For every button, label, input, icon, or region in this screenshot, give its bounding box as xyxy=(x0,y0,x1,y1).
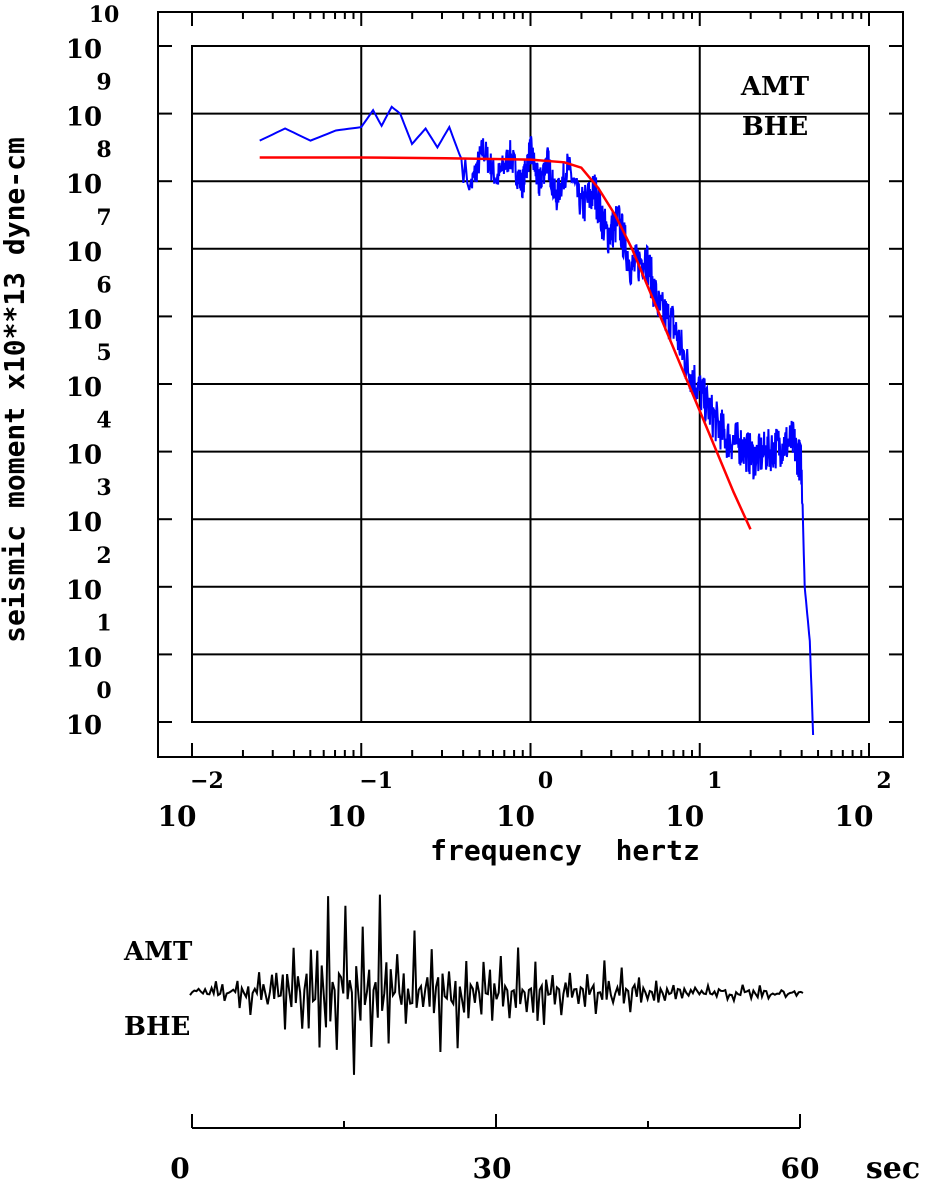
x-tick-label-exponent: 1 xyxy=(707,768,722,794)
observed-spectrum-line xyxy=(259,105,815,736)
spectrum-component-label: BHE xyxy=(742,112,808,142)
x-tick-label-exponent: 2 xyxy=(876,768,891,794)
y-tick-label-exponent: 9 xyxy=(96,70,111,96)
x-tick-label-exponent: −2 xyxy=(190,768,224,794)
x-tick-label-base: 10 xyxy=(496,800,535,833)
y-tick-label-base: 10 xyxy=(66,576,102,606)
x-tick-label-exponent: 0 xyxy=(538,768,553,794)
spectrum-y-tick-labels: 10 0 10 1 10 2 10 3 10 4 10 5 10 6 10 7 10 8 10 9 10 10 xyxy=(66,2,119,741)
y-tick-label-base: 10 xyxy=(66,373,102,403)
x-tick-label-base: 10 xyxy=(327,800,366,833)
seismogram-trace xyxy=(189,894,804,1075)
seismogram-station-label: AMT xyxy=(123,937,193,967)
y-tick-label-exponent: 0 xyxy=(96,678,111,704)
model-fit-line xyxy=(259,156,752,530)
spectrum-x-ticks xyxy=(191,12,870,757)
y-tick-label-base: 10 xyxy=(66,103,102,133)
time-axis-unit: sec xyxy=(866,1151,920,1184)
time-axis-ticks xyxy=(191,1114,801,1128)
x-tick-label-base: 10 xyxy=(665,800,704,833)
y-tick-label-exponent: 10 xyxy=(89,2,120,28)
y-tick-label-exponent: 3 xyxy=(96,475,111,501)
y-tick-label-base: 10 xyxy=(66,305,102,335)
y-tick-label-base: 10 xyxy=(66,508,102,538)
y-axis-label: seismic moment x10**13 dyne-cm xyxy=(0,137,31,643)
y-tick-label-exponent: 6 xyxy=(96,272,111,298)
y-tick-label-base: 10 xyxy=(66,441,102,471)
y-tick-label-base: 10 xyxy=(66,643,102,673)
time-tick-label-0: 0 xyxy=(170,1152,189,1184)
time-tick-label-30: 30 xyxy=(473,1152,512,1184)
x-tick-label-base: 10 xyxy=(158,800,197,833)
y-tick-label-exponent: 7 xyxy=(96,205,111,231)
x-tick-label-exponent: −1 xyxy=(359,768,393,794)
y-tick-label-exponent: 1 xyxy=(96,610,111,636)
seismogram-component-label: BHE xyxy=(124,1012,190,1042)
y-tick-label-base: 10 xyxy=(66,711,102,741)
seismogram-chart: AMT BHE 0 30 60 sec xyxy=(123,894,920,1184)
y-tick-label-exponent: 5 xyxy=(96,340,111,366)
time-tick-label-60: 60 xyxy=(781,1152,820,1184)
x-tick-label-base: 10 xyxy=(835,800,874,833)
y-tick-label-exponent: 4 xyxy=(96,408,111,434)
y-tick-label-exponent: 8 xyxy=(96,137,111,163)
spectrum-y-ticks xyxy=(158,45,903,723)
y-tick-label-base: 10 xyxy=(66,35,102,65)
y-tick-label-base: 10 xyxy=(66,238,102,268)
y-tick-label-base: 10 xyxy=(66,170,102,200)
y-tick-label-exponent: 2 xyxy=(96,543,111,569)
spectrum-station-label: AMT xyxy=(740,72,810,102)
x-axis-label: frequency hertz xyxy=(430,834,700,867)
